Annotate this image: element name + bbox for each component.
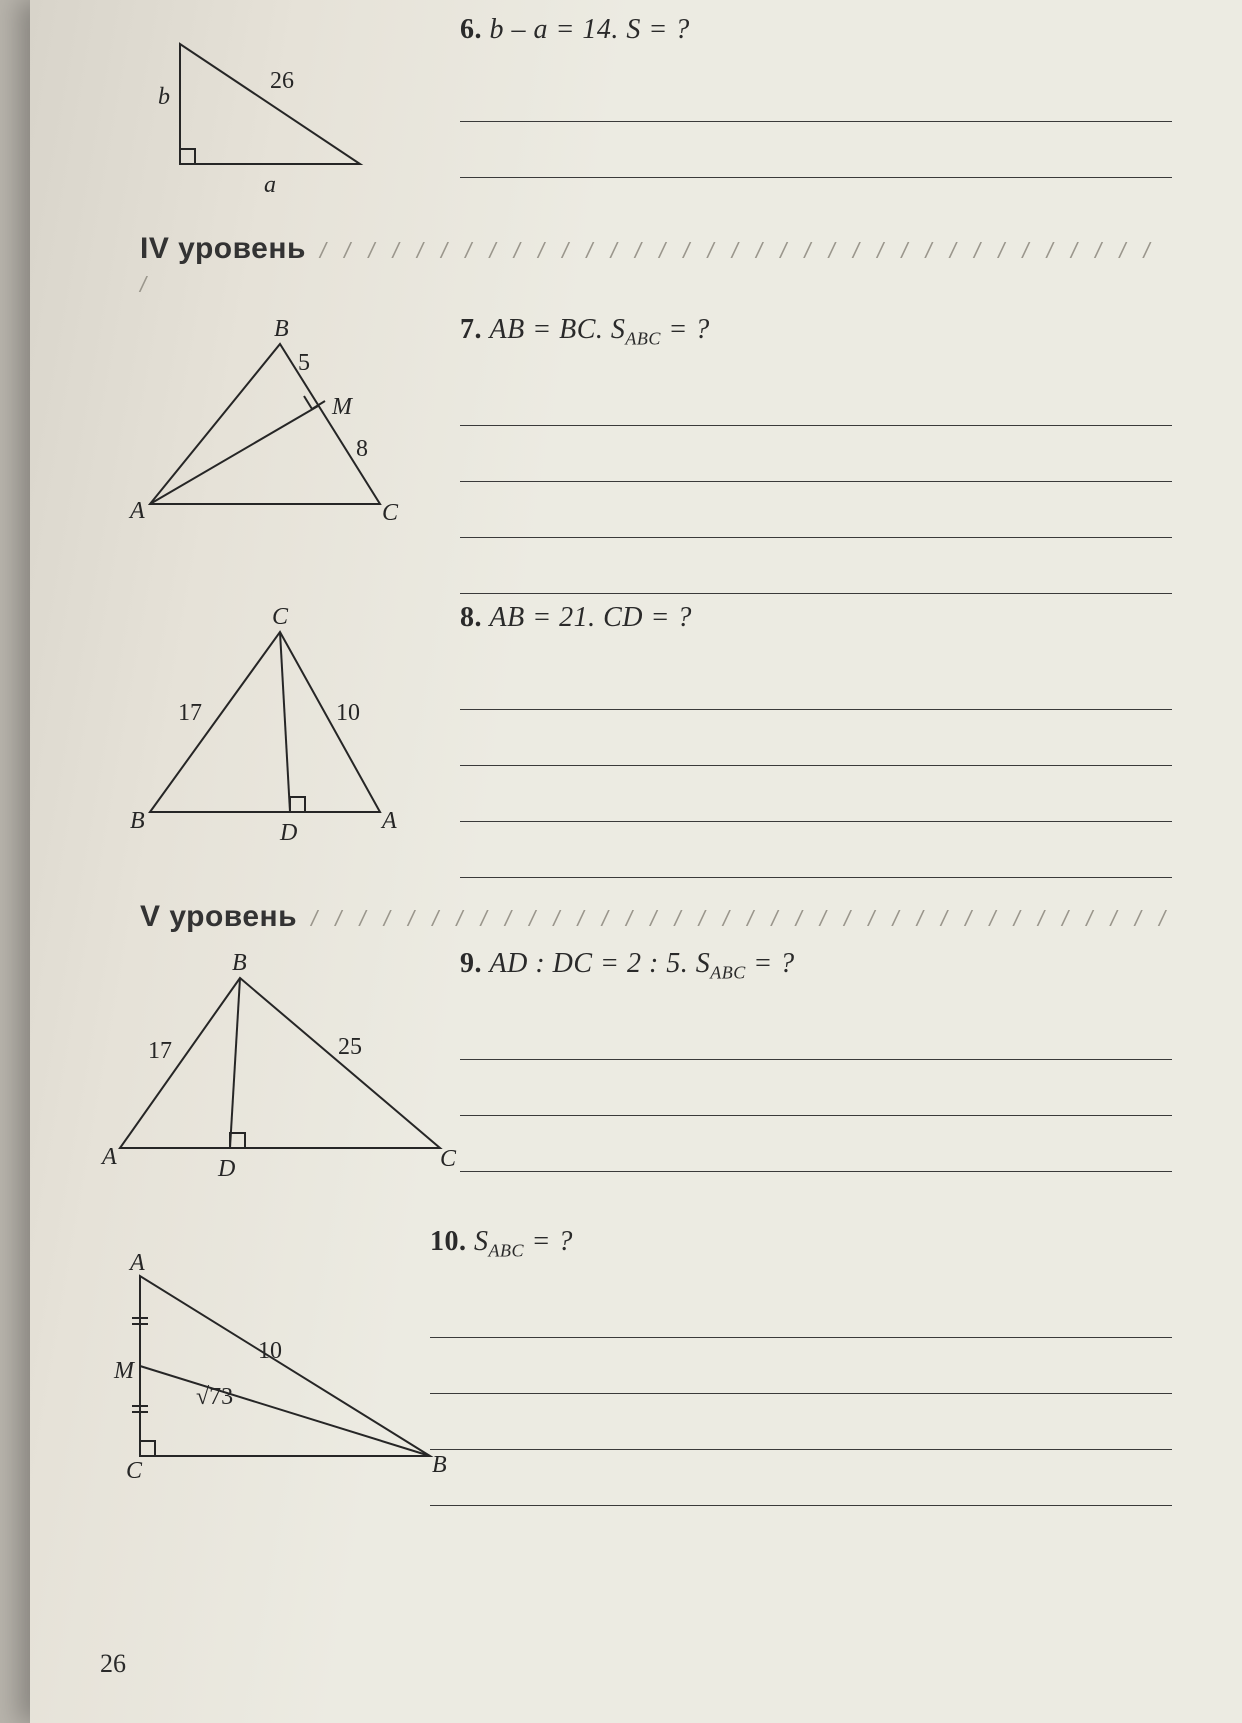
- label-C8: C: [272, 604, 289, 630]
- level-4-header: IV уровень/ / / / / / / / / / / / / / / …: [140, 232, 1172, 300]
- prompt-10: 10. SABC = ?: [430, 1226, 1172, 1262]
- prompt-9: 9. AD : DC = 2 : 5. SABC = ?: [460, 948, 1172, 984]
- label-C10: C: [126, 1458, 143, 1484]
- label-a: a: [264, 172, 276, 198]
- answer-lines-7[interactable]: [460, 380, 1172, 594]
- level-5-header: V уровень/ / / / / / / / / / / / / / / /…: [140, 900, 1172, 934]
- label-A9: A: [100, 1144, 117, 1170]
- figure-10: A M C B 10 √73: [100, 1246, 460, 1496]
- prompt-6: 6. b – a = 14. S = ?: [460, 14, 1172, 46]
- prompt-8: 8. AB = 21. CD = ?: [460, 602, 1172, 634]
- label-8: 8: [356, 436, 368, 462]
- label-M7: M: [331, 394, 354, 420]
- label-M10: M: [113, 1358, 136, 1384]
- label-26: 26: [270, 68, 294, 94]
- label-5: 5: [298, 350, 310, 376]
- label-10-8: 10: [336, 700, 360, 726]
- label-C9: C: [440, 1146, 457, 1172]
- label-A8: A: [380, 808, 397, 834]
- label-D9: D: [217, 1156, 235, 1182]
- prompt-7: 7. AB = BC. SABC = ?: [460, 314, 1172, 350]
- label-b: b: [158, 84, 170, 110]
- answer-lines-10[interactable]: [430, 1292, 1172, 1506]
- answer-lines-6[interactable]: [460, 76, 1172, 178]
- label-17-9: 17: [148, 1038, 172, 1064]
- label-sqrt73: √73: [196, 1384, 233, 1410]
- answer-lines-8[interactable]: [460, 664, 1172, 878]
- figure-7: B A C M 5 8: [120, 314, 420, 544]
- label-B7: B: [274, 316, 289, 342]
- label-A10: A: [128, 1250, 145, 1276]
- label-B8: B: [130, 808, 145, 834]
- label-C7: C: [382, 500, 399, 526]
- label-10-10: 10: [258, 1338, 282, 1364]
- label-25-9: 25: [338, 1034, 362, 1060]
- figure-8: C B A D 17 10: [120, 602, 420, 852]
- label-17-8: 17: [178, 700, 202, 726]
- label-D8: D: [279, 820, 297, 846]
- page-number: 26: [100, 1649, 126, 1679]
- label-B9: B: [232, 950, 247, 976]
- figure-6: b a 26: [140, 14, 400, 204]
- label-A7: A: [128, 498, 145, 524]
- figure-9: B A C D 17 25: [100, 948, 460, 1188]
- answer-lines-9[interactable]: [460, 1014, 1172, 1172]
